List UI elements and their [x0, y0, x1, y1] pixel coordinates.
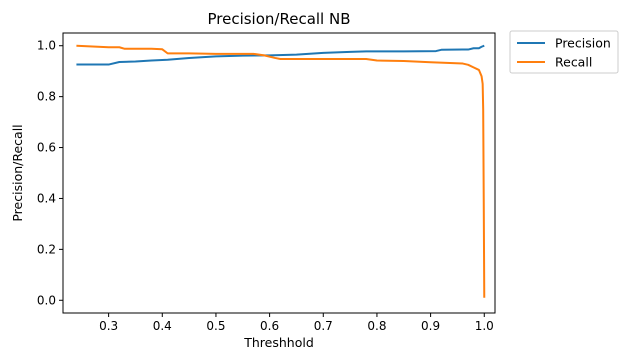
x-tick-label: 0.8 — [367, 319, 386, 333]
series-line-recall — [76, 44, 486, 298]
x-tick-label: 0.5 — [206, 319, 225, 333]
series-lines — [76, 44, 486, 298]
chart-title: Precision/Recall NB — [207, 10, 350, 28]
y-tick-label: 0.6 — [37, 141, 56, 155]
series-line-precision — [76, 44, 485, 66]
y-tick-label: 0.2 — [37, 242, 56, 256]
y-tick-label: 0.4 — [37, 191, 56, 205]
x-tick-label: 1.0 — [475, 319, 494, 333]
x-tick-label: 0.3 — [99, 319, 118, 333]
legend-label-precision: Precision — [555, 36, 611, 51]
y-tick-label: 1.0 — [37, 39, 56, 53]
y-axis-label: Precision/Recall — [10, 124, 25, 221]
plot-area — [62, 32, 496, 314]
x-tick-label: 0.9 — [421, 319, 440, 333]
x-axis-label: Threshhold — [243, 335, 314, 350]
y-axis: 0.0 0.2 0.4 0.6 0.8 1.0 — [37, 39, 63, 307]
x-axis: 0.3 0.4 0.5 0.6 0.7 0.8 0.9 1.0 — [99, 313, 494, 333]
x-tick-label: 0.7 — [314, 319, 333, 333]
x-tick-label: 0.4 — [153, 319, 172, 333]
legend-label-recall: Recall — [555, 55, 592, 70]
y-tick-label: 0.8 — [37, 90, 56, 104]
y-tick-label: 0.0 — [37, 293, 56, 307]
x-tick-label: 0.6 — [260, 319, 279, 333]
legend: Precision Recall — [509, 30, 619, 74]
